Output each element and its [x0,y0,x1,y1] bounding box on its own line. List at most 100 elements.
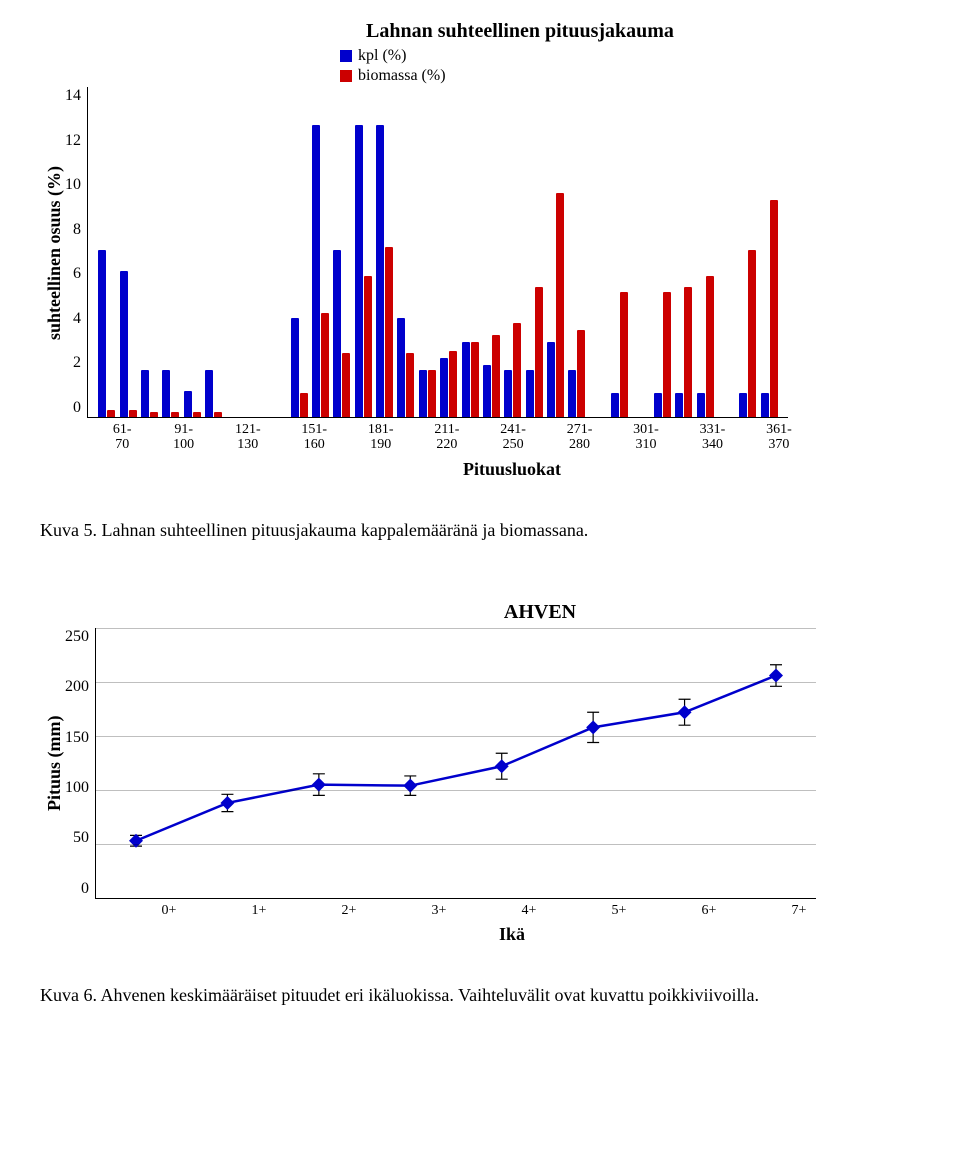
chart1-xtick [414,422,434,453]
bar-kpl [440,358,448,417]
chart2-xtick: 5+ [574,903,664,918]
bar-biomassa [214,412,222,417]
bar-group [184,391,201,417]
chart2-marker [586,720,600,734]
chart2-xtick: 6+ [664,903,754,918]
chart1-xtick [327,422,347,453]
bar-biomassa [385,247,393,417]
chart-lahna: Lahnan suhteellinen pituusjakauma kpl (%… [40,20,920,480]
chart1-xtick [480,422,500,453]
chart2-xtick: 2+ [304,903,394,918]
bar-kpl [761,393,769,417]
bar-biomassa [706,276,714,417]
chart2-gridline [96,628,816,629]
bar-biomassa [663,292,671,417]
bar-group [98,250,115,417]
bar-biomassa [556,193,564,417]
bar-biomassa [535,287,543,417]
bar-biomassa [513,323,521,417]
bar-group [462,342,479,417]
bar-biomassa [107,410,115,417]
chart2-yticks: 250200150100500 [65,628,95,898]
bar-group [333,250,350,417]
chart1-xtick: 181-190 [368,422,394,453]
chart1-plot-wrap: suhteellinen osuus (%) 14121086420 [40,87,920,418]
caption-kuva6: Kuva 6. Ahvenen keskimääräiset pituudet … [40,985,920,1006]
bar-group [440,351,457,417]
chart1-xtick [613,422,633,453]
chart1-xtick [592,422,612,453]
bar-kpl [141,370,149,417]
bar-biomassa [300,393,308,417]
bar-kpl [739,393,747,417]
chart2-line [136,675,776,840]
chart1-xtick: 61-70 [112,422,132,453]
bar-kpl [675,393,683,417]
bar-kpl [205,370,213,417]
chart1-xtick [725,422,745,453]
bar-group [526,287,543,417]
chart2-marker [769,668,783,682]
legend-swatch-kpl [340,50,352,62]
chart2-xtick: 4+ [484,903,574,918]
chart2-gridline [96,790,816,791]
bar-biomassa [406,353,414,417]
bar-kpl [355,125,363,417]
bar-group [761,200,778,417]
bar-kpl [547,342,555,417]
bar-group [654,292,671,417]
bar-group [312,125,329,417]
chart2-ytick: 50 [73,829,89,847]
bar-biomassa [150,412,158,417]
bar-group [504,323,521,417]
bar-group [162,370,179,417]
chart1-xtick [281,422,301,453]
bar-group [697,276,714,417]
bar-group [397,318,414,417]
chart1-xtick: 301-310 [633,422,659,453]
bar-kpl [98,250,106,417]
bar-group [675,287,692,417]
bar-biomassa [492,335,500,418]
bar-group [355,125,372,417]
chart1-xtick [132,422,152,453]
chart1-xtick: 241-250 [500,422,526,453]
bar-kpl [376,125,384,417]
chart1-ytick: 14 [65,87,81,105]
legend-item-kpl: kpl (%) [340,47,920,65]
bar-kpl [526,370,534,417]
chart1-xtick [526,422,546,453]
chart1-ytick: 4 [73,310,81,328]
bar-kpl [120,271,128,417]
chart1-ytick: 8 [73,221,81,239]
legend-label-kpl: kpl (%) [358,47,406,65]
bar-group [547,193,564,417]
chart1-xtick [347,422,367,453]
bar-biomassa [129,410,137,417]
chart1-ytick: 0 [73,399,81,417]
chart1-bars [88,87,788,417]
chart2-marker [495,759,509,773]
bar-biomassa [684,287,692,417]
chart2-marker [678,705,692,719]
bar-group [611,292,628,417]
bar-group [483,335,500,418]
chart1-xtick: 331-340 [700,422,726,453]
bar-group [120,271,137,417]
chart2-xtick: 1+ [214,903,304,918]
chart2-plot-wrap: Pituus (mm) 250200150100500 [40,628,920,899]
legend-item-biomassa: biomassa (%) [340,67,920,85]
bar-kpl [312,125,320,417]
chart1-xtick: 151-160 [301,422,327,453]
chart2-ytick: 0 [81,880,89,898]
chart2-gridline [96,736,816,737]
chart2-xticks: 0+1+2+3+4+5+6+7+ [104,899,864,918]
bar-kpl [568,370,576,417]
chart1-ytick: 6 [73,265,81,283]
bar-kpl [483,365,491,417]
bar-biomassa [770,200,778,417]
bar-biomassa [342,353,350,417]
chart1-xtick: 271-280 [567,422,593,453]
chart-ahven: AHVEN Pituus (mm) 250200150100500 0+1+2+… [40,601,920,945]
chart1-ytick: 12 [65,132,81,150]
